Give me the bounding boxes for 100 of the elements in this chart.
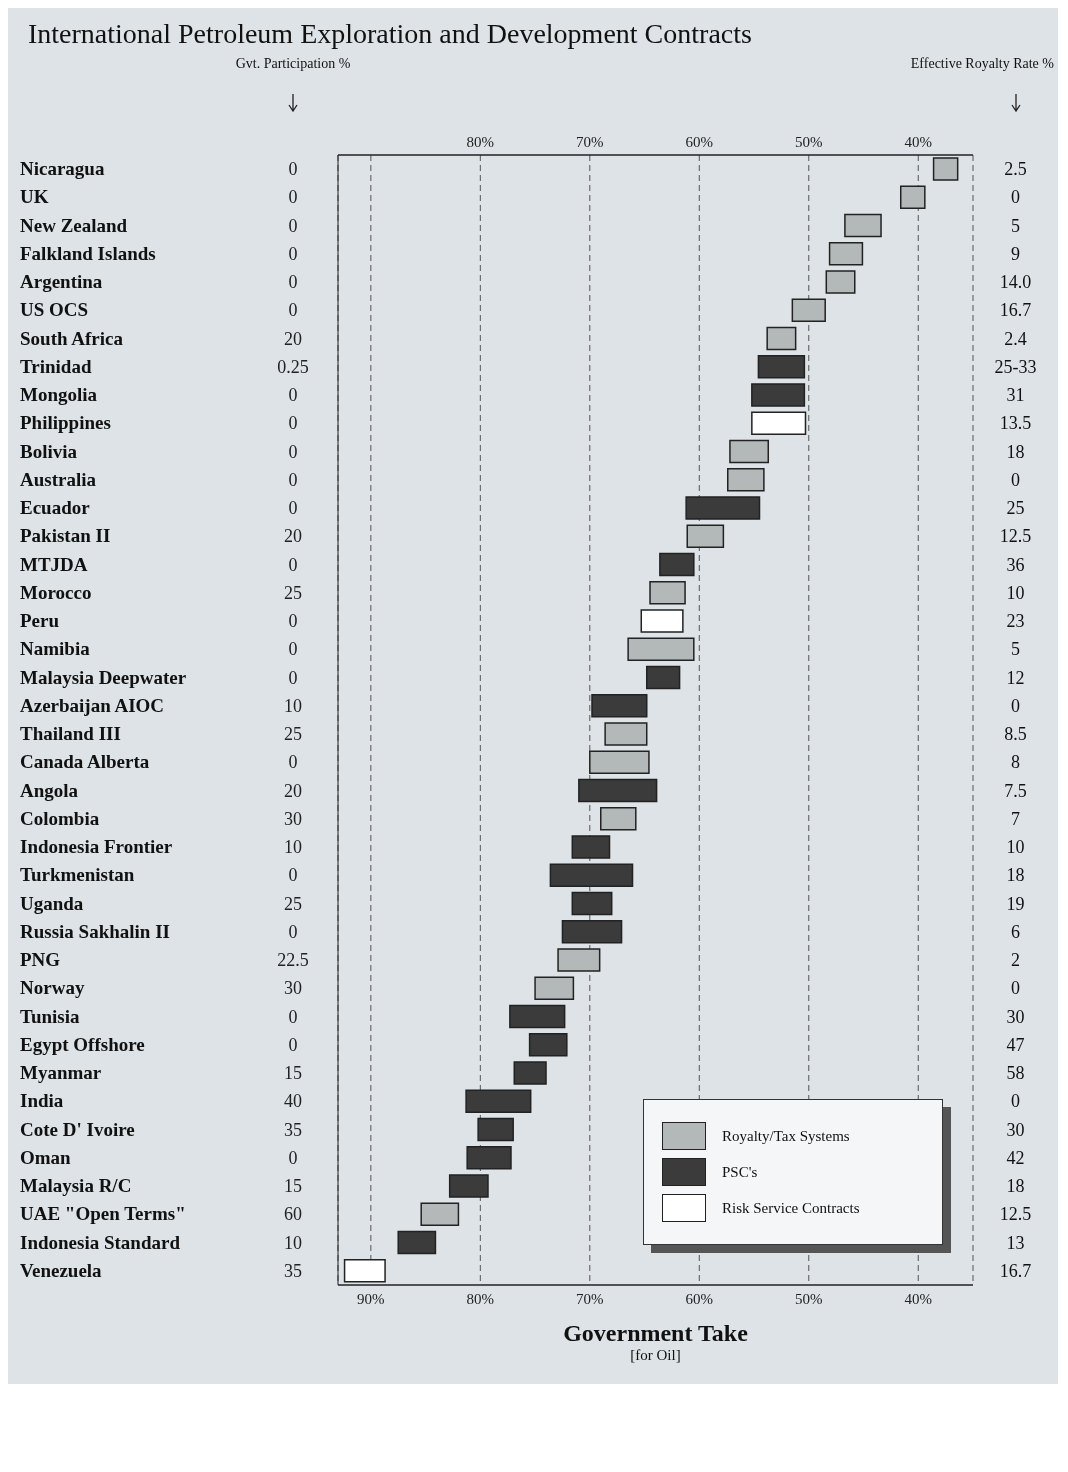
text: 10: [284, 695, 302, 716]
text: 20: [284, 526, 302, 547]
text: 5: [1010, 638, 1021, 661]
y-tick-label: Philippines: [20, 412, 111, 434]
bar: [791, 298, 826, 322]
bar: [420, 1202, 460, 1226]
text: 0: [1010, 1090, 1021, 1113]
text: 0: [288, 611, 298, 632]
y-tick-label: Indonesia Standard: [20, 1231, 181, 1253]
text: 16.7: [998, 299, 1033, 322]
text: 30: [1005, 1005, 1026, 1028]
bar: [534, 976, 575, 1000]
chart-title: International Petroleum Exploration and Development Contracts: [27, 18, 753, 50]
bar: [549, 863, 634, 887]
text: 60: [284, 1204, 302, 1225]
bar: [591, 694, 648, 718]
text: 0: [288, 215, 298, 236]
text: 0: [288, 921, 298, 942]
x2-tick-label: 60%: [685, 134, 714, 150]
text: 10: [1005, 836, 1026, 859]
text: 10: [284, 1232, 302, 1253]
x-tick-label: 50%: [795, 1290, 823, 1307]
text: 35: [284, 1260, 302, 1281]
y-tick-label: Nicaragua: [20, 158, 105, 180]
text: 0: [288, 498, 298, 519]
y-tick-label: Russia Sakhalin II: [20, 920, 170, 942]
text: 18: [1005, 1175, 1026, 1198]
bar: [686, 524, 725, 548]
y-tick-label: Pakistan II: [20, 525, 111, 547]
y-tick-label: Canada Alberta: [20, 751, 150, 773]
bar: [571, 835, 611, 859]
text: 20: [284, 328, 302, 349]
y-tick-label: Thailand III: [20, 723, 121, 745]
bar: [513, 1061, 547, 1085]
bar: [448, 1174, 489, 1198]
x-tick-label: 40%: [904, 1290, 933, 1307]
text: 30: [1005, 1118, 1026, 1141]
bar: [766, 326, 797, 351]
bar: [528, 1033, 568, 1057]
text: 30: [284, 978, 302, 999]
text: 12: [1005, 666, 1026, 689]
text: 7.5: [1003, 779, 1028, 802]
text: 0: [288, 639, 298, 660]
text: 31: [1005, 384, 1026, 407]
text: 23: [1005, 610, 1026, 633]
text: 0: [1010, 186, 1021, 209]
legend-label: Royalty/Tax Systems: [722, 1127, 850, 1145]
y-tick-label: Argentina: [20, 271, 103, 293]
text: 25-33: [993, 355, 1038, 378]
bar: [729, 439, 770, 464]
bar: [685, 496, 761, 520]
y-tick-label: South Africa: [20, 327, 124, 349]
y-tick-label: Tunisia: [20, 1005, 81, 1027]
bar: [600, 807, 637, 831]
bar: [844, 213, 882, 238]
bar: [589, 750, 650, 774]
y-tick-label: Norway: [20, 977, 85, 999]
bar: [604, 722, 648, 746]
text: 2.5: [1003, 158, 1028, 181]
bar: [578, 778, 658, 803]
y-tick-label: Namibia: [20, 638, 91, 660]
text: 0: [288, 1147, 298, 1168]
bar: [825, 270, 856, 294]
y-tick-label: Indonesia Frontier: [20, 836, 173, 858]
text: 7: [1010, 807, 1021, 830]
y-tick-label: Mongolia: [20, 384, 98, 406]
y-tick-label: Malaysia Deepwater: [20, 666, 187, 688]
text: 19: [1005, 892, 1026, 915]
text: 0: [288, 272, 298, 293]
text: 0.25: [277, 356, 309, 377]
text: 15: [284, 1176, 302, 1197]
y-tick-label: UK: [20, 186, 49, 208]
text: 0: [1010, 694, 1021, 717]
y-tick-label: Ecuador: [20, 497, 91, 519]
x2-tick-label: 50%: [795, 134, 823, 150]
y-axis-title: Gvt. Participation %: [234, 56, 352, 72]
bar: [751, 383, 806, 407]
y-tick-label: Uganda: [20, 892, 84, 914]
bar: [477, 1117, 514, 1142]
text: 2: [1010, 949, 1021, 972]
x-tick-label: 60%: [685, 1290, 714, 1307]
x-tick-label: 70%: [576, 1290, 604, 1307]
bar: [571, 891, 613, 916]
text: 18: [1005, 864, 1026, 887]
y-tick-label: Peru: [20, 610, 60, 632]
text: 0: [1010, 977, 1021, 1000]
y2-axis-title: Effective Royalty Rate %: [909, 56, 1054, 72]
text: 58: [1005, 1062, 1026, 1085]
bar: [509, 1004, 566, 1029]
text: 25: [1005, 497, 1026, 520]
x-tick-label: 80%: [466, 1290, 495, 1307]
bar: [557, 948, 601, 972]
y-tick-label: Oman: [20, 1146, 72, 1168]
text: 2.4: [1003, 327, 1028, 350]
y-tick-label: Cote D' Ivoire: [20, 1118, 135, 1140]
legend-label: Risk Service Contracts: [722, 1199, 860, 1217]
y-tick-label: Azerbaijan AIOC: [20, 694, 165, 716]
text: 40: [284, 1091, 302, 1112]
bar: [751, 411, 807, 435]
y-tick-label: UAE "Open Terms": [20, 1203, 186, 1225]
